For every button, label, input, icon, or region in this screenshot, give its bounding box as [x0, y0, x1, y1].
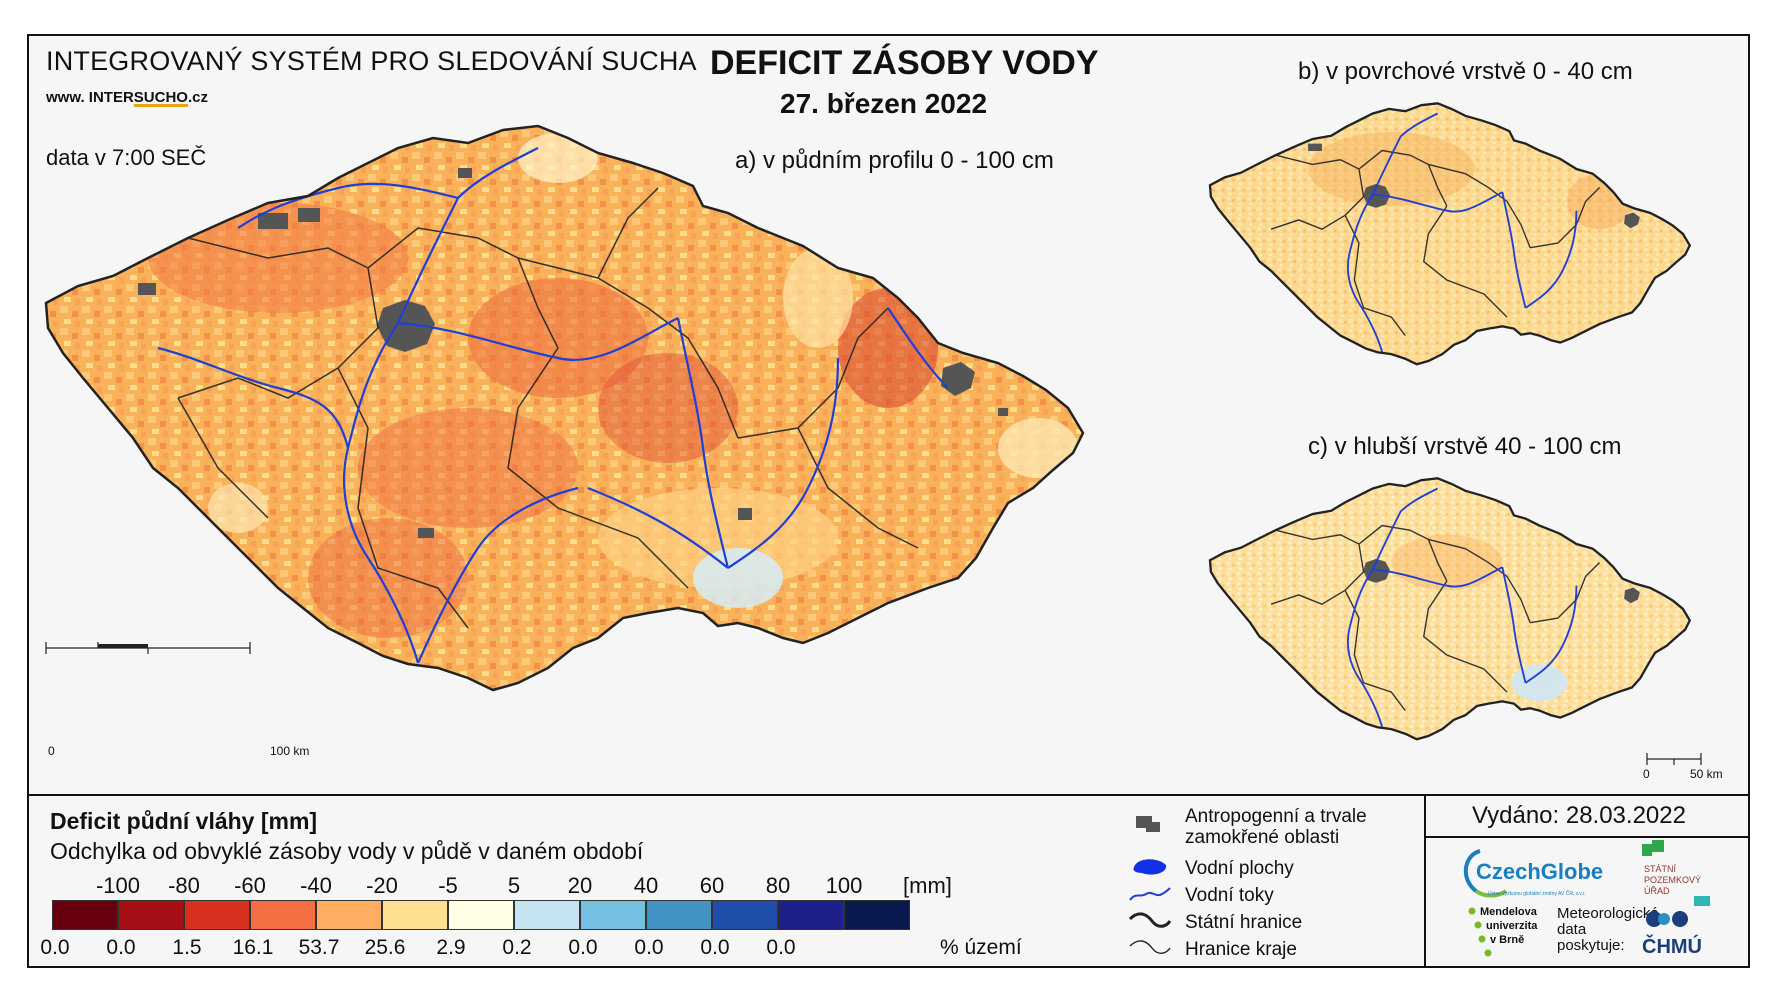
- legend-tick-unit: [mm]: [903, 873, 952, 898]
- scale-a-start: 0: [48, 744, 55, 758]
- mendel-line-3: v Brně: [1490, 934, 1524, 946]
- legend-tick-label: -100: [95, 873, 141, 898]
- system-title: INTEGROVANÝ SYSTÉM PRO SLEDOVÁNÍ SUCHA: [46, 46, 697, 76]
- legend-swatch: [514, 900, 580, 930]
- czechglobe-logo: CzechGlobe Ústav výzkumu globální změny …: [1464, 849, 1603, 898]
- region-border-icon: [1129, 940, 1171, 954]
- website-suffix: .cz: [187, 89, 208, 106]
- legend-swatch: [184, 900, 250, 930]
- legend-subtitle: Odchylka od obvyklé zásoby vody v půdě v…: [50, 838, 644, 864]
- legend-tick-label: 100: [825, 873, 863, 898]
- legend-swatch: [580, 900, 646, 930]
- legend-pct-value: 0.0: [700, 936, 730, 959]
- urban-area-icon: [1136, 816, 1160, 832]
- legend-swatch: [712, 900, 778, 930]
- legend-pct-value: 0.0: [106, 936, 136, 959]
- meteo-line-3: poskytuje:: [1557, 937, 1625, 954]
- mendel-university-logo: Mendelova univerzita v Brně: [1468, 906, 1538, 957]
- legend-tick-label: 80: [765, 873, 791, 898]
- symbol-urban-label-1: Antropogenní a trvale: [1185, 806, 1367, 827]
- data-time: data v 7:00 SEČ: [46, 145, 207, 170]
- mendel-line-1: Mendelova: [1480, 906, 1538, 918]
- czechglobe-name: CzechGlobe: [1476, 859, 1603, 884]
- legend-pct-value: 0.2: [502, 936, 532, 959]
- chmu-name: ČHMÚ: [1642, 934, 1702, 958]
- symbol-urban-label-2: zamokřené oblasti: [1185, 827, 1340, 848]
- map-a-title: a) v půdním profilu 0 - 100 cm: [735, 147, 1054, 174]
- czechglobe-sub: Ústav výzkumu globální změny AV ČR, v.v.…: [1488, 890, 1585, 897]
- scale-bar-c: [1646, 753, 1702, 765]
- spu-logo: STÁTNÍ POZEMKOVÝ ÚŘAD: [1642, 840, 1710, 906]
- spu-line-3: ÚŘAD: [1644, 886, 1670, 896]
- legend-title: Deficit půdní vláhy [mm]: [50, 808, 318, 834]
- website-brand: SUCHO: [133, 89, 188, 106]
- legend-pct-unit: % území: [940, 936, 1022, 959]
- chmu-logo: ČHMÚ: [1642, 911, 1702, 958]
- legend-tick-label: -20: [366, 873, 398, 898]
- legend-tick-label: -40: [300, 873, 332, 898]
- symbol-river-label: Vodní toky: [1185, 885, 1274, 906]
- water-body-icon: [1133, 859, 1167, 875]
- legend-pct-value: 25.6: [364, 936, 406, 959]
- map-c: [1208, 477, 1691, 741]
- symbol-water-label: Vodní plochy: [1185, 858, 1294, 879]
- legend-pct-value: 0.0: [40, 936, 70, 959]
- legend-swatch: [844, 900, 910, 930]
- scale-c-start: 0: [1643, 767, 1650, 781]
- legend-pct-value: 1.5: [172, 936, 202, 959]
- legend-tick-label: 60: [699, 873, 725, 898]
- legend-pct-value: 0.0: [766, 936, 796, 959]
- map-c-title: c) v hlubší vrstvě 40 - 100 cm: [1308, 433, 1622, 460]
- map-a: [44, 124, 1085, 692]
- legend-swatch: [250, 900, 316, 930]
- map-b: [1208, 102, 1691, 366]
- legend-swatch: [646, 900, 712, 930]
- legend-pct-value: 16.1: [232, 936, 274, 959]
- mendel-line-2: univerzita: [1486, 920, 1538, 932]
- legend-tick-label: -80: [168, 873, 200, 898]
- legend-swatch: [382, 900, 448, 930]
- legend-swatch: [118, 900, 184, 930]
- meteo-credit: Meteorologická data poskytuje:: [1557, 906, 1659, 954]
- map-b-title: b) v povrchové vrstvě 0 - 40 cm: [1298, 58, 1633, 85]
- meteo-line-1: Meteorologická: [1557, 905, 1659, 922]
- state-border-icon: [1128, 912, 1172, 928]
- legend-swatch: [52, 900, 118, 930]
- spu-line-2: POZEMKOVÝ: [1644, 875, 1701, 885]
- legend-tick-label: -60: [234, 873, 266, 898]
- symbol-state-border-label: Státní hranice: [1185, 912, 1303, 933]
- legend-tick-label: 20: [567, 873, 593, 898]
- legend-swatch: [448, 900, 514, 930]
- river-icon: [1129, 887, 1171, 901]
- legend-pct-value: 0.0: [634, 936, 664, 959]
- legend-pct-value: 53.7: [298, 936, 340, 959]
- footer-divider: [1424, 794, 1426, 968]
- map-date: 27. březen 2022: [780, 88, 988, 119]
- website-prefix: www. INTER: [46, 89, 134, 106]
- symbol-region-border-label: Hranice kraje: [1185, 939, 1297, 960]
- main-title: DEFICIT ZÁSOBY VODY: [710, 44, 1099, 82]
- legend-tick-label: 40: [633, 873, 659, 898]
- website-link[interactable]: www. INTERSUCHO.cz: [46, 89, 208, 106]
- legend-tick-label: -5: [438, 873, 458, 898]
- legend-pct-value: 0.0: [568, 936, 598, 959]
- legend-swatch: [316, 900, 382, 930]
- spu-line-1: STÁTNÍ: [1644, 864, 1677, 874]
- issued-divider: [1424, 836, 1750, 838]
- legend-swatch: [778, 900, 844, 930]
- scale-a-end: 100 km: [270, 744, 310, 758]
- legend-pct-value: 2.9: [436, 936, 466, 959]
- issued-date: Vydáno: 28.03.2022: [1472, 802, 1686, 829]
- legend-divider: [27, 794, 1750, 796]
- meteo-line-2: data: [1557, 921, 1587, 938]
- legend-tick-label: 5: [507, 873, 521, 898]
- scale-bar-a: [45, 642, 251, 654]
- scale-c-end: 50 km: [1690, 767, 1723, 781]
